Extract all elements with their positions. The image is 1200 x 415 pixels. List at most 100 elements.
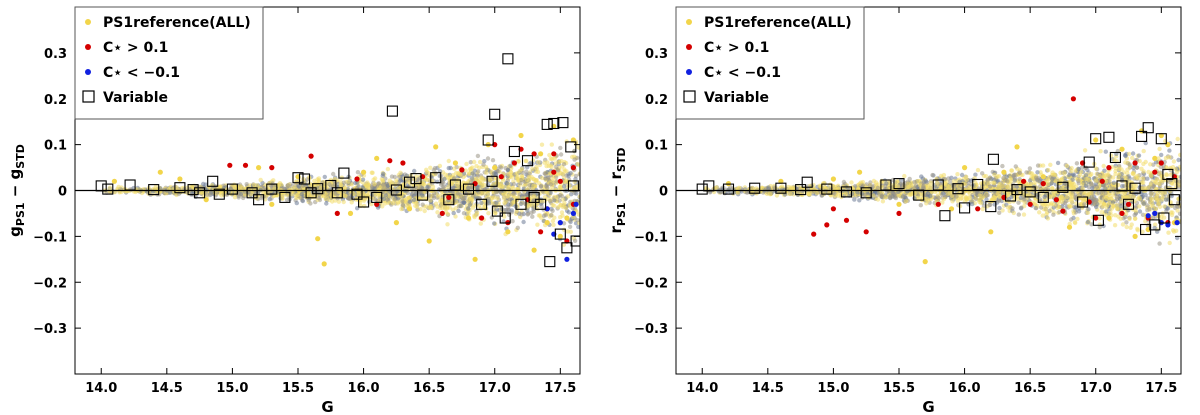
- legend-label: C⋆ > 0.1: [103, 40, 168, 56]
- cloud-point: [460, 189, 465, 194]
- cloud-point: [547, 152, 552, 158]
- cloud-point: [558, 152, 564, 157]
- cloud-point: [447, 205, 452, 210]
- x-axis-label: G: [321, 398, 333, 415]
- cloud-point: [488, 178, 493, 183]
- cloud-point: [445, 222, 450, 227]
- y-tick-label: −0.3: [33, 322, 67, 337]
- cloud-point: [983, 174, 989, 179]
- cloud-point: [524, 158, 529, 164]
- cloud-point: [437, 163, 443, 169]
- cloud-point: [362, 192, 367, 198]
- cloud-point: [1011, 210, 1016, 216]
- cloud-point: [545, 190, 550, 195]
- cloud-point: [486, 211, 491, 216]
- cloud-point: [510, 219, 515, 224]
- cloud-point: [503, 165, 508, 171]
- cloud-point: [236, 195, 241, 200]
- cloud-point: [984, 197, 989, 202]
- cloud-point: [554, 194, 559, 200]
- cloud-point: [501, 196, 507, 201]
- cloud-point: [477, 180, 483, 186]
- cloud-point: [1072, 173, 1077, 178]
- variable-marker: [226, 183, 238, 195]
- cloud-point: [493, 186, 499, 191]
- cloud-point: [1145, 185, 1151, 190]
- y-tick-label: 0: [58, 185, 67, 200]
- variable-marker: [386, 105, 398, 117]
- cloud-point: [324, 201, 329, 206]
- y-tick-label: 0.2: [44, 93, 67, 108]
- cloud-point: [561, 221, 567, 226]
- cloud-point: [478, 221, 483, 226]
- cloud-point: [107, 185, 113, 190]
- cloud-point: [1032, 180, 1037, 185]
- cloud-point: [317, 196, 322, 201]
- cloud-point: [491, 182, 496, 187]
- cloud-point: [1000, 184, 1005, 189]
- data-point: [446, 194, 452, 200]
- cloud-point: [1067, 204, 1073, 209]
- cloud-point: [572, 238, 578, 243]
- cloud-point: [1132, 212, 1137, 218]
- cloud-point: [1177, 183, 1181, 188]
- cloud-point: [531, 183, 536, 189]
- cloud-point: [942, 176, 948, 182]
- cloud-point: [372, 176, 378, 181]
- cloud-point: [1143, 140, 1148, 146]
- cloud-point: [490, 158, 496, 163]
- cloud-point: [493, 211, 498, 216]
- cloud-point: [550, 202, 555, 208]
- cloud-point: [484, 166, 489, 172]
- cloud-point: [424, 167, 429, 172]
- cloud-point: [1045, 216, 1051, 221]
- cloud-point: [445, 211, 451, 217]
- data-point: [531, 151, 537, 157]
- series-1: [227, 142, 577, 244]
- cloud-point: [476, 169, 481, 174]
- cloud-point: [550, 156, 555, 162]
- cloud-point: [470, 171, 475, 176]
- cloud-point: [1097, 225, 1103, 230]
- cloud-point: [470, 205, 476, 210]
- cloud-point: [469, 196, 474, 201]
- legend-label: Variable: [103, 90, 168, 106]
- cloud-point: [542, 160, 547, 165]
- cloud-point: [420, 202, 425, 207]
- cloud-point: [507, 197, 513, 202]
- variable-marker: [430, 172, 442, 184]
- data-point: [400, 160, 406, 166]
- cloud-point: [577, 172, 580, 177]
- cloud-point: [1055, 160, 1061, 166]
- cloud-point: [294, 200, 299, 206]
- cloud-point: [531, 177, 536, 182]
- variable-marker: [521, 155, 534, 167]
- cloud-point: [418, 185, 424, 190]
- cloud-point: [521, 192, 526, 197]
- cloud-point: [1043, 207, 1048, 212]
- data-point: [570, 137, 577, 143]
- cloud-point: [1097, 216, 1102, 221]
- cloud-point: [258, 177, 263, 183]
- x-tick-label: 14.0: [85, 381, 117, 396]
- cloud-point: [373, 192, 378, 197]
- cloud-point: [1145, 176, 1150, 181]
- variable-marker: [508, 145, 520, 158]
- cloud-point: [369, 201, 374, 207]
- cloud-point: [1064, 163, 1070, 169]
- cloud-point: [514, 171, 519, 176]
- variable-marker: [246, 187, 258, 199]
- cloud-point: [252, 182, 257, 188]
- cloud-point: [559, 210, 565, 215]
- cloud-point: [1005, 205, 1011, 210]
- cloud-point: [1008, 179, 1013, 184]
- cloud-point: [380, 204, 385, 209]
- cloud-point: [1079, 165, 1085, 170]
- cloud-point: [336, 199, 342, 204]
- cloud-point: [366, 183, 371, 188]
- cloud-point: [1111, 175, 1116, 180]
- cloud-point: [495, 196, 500, 201]
- cloud-point: [1033, 205, 1038, 211]
- data-point: [203, 197, 209, 203]
- cloud-point: [1099, 210, 1104, 215]
